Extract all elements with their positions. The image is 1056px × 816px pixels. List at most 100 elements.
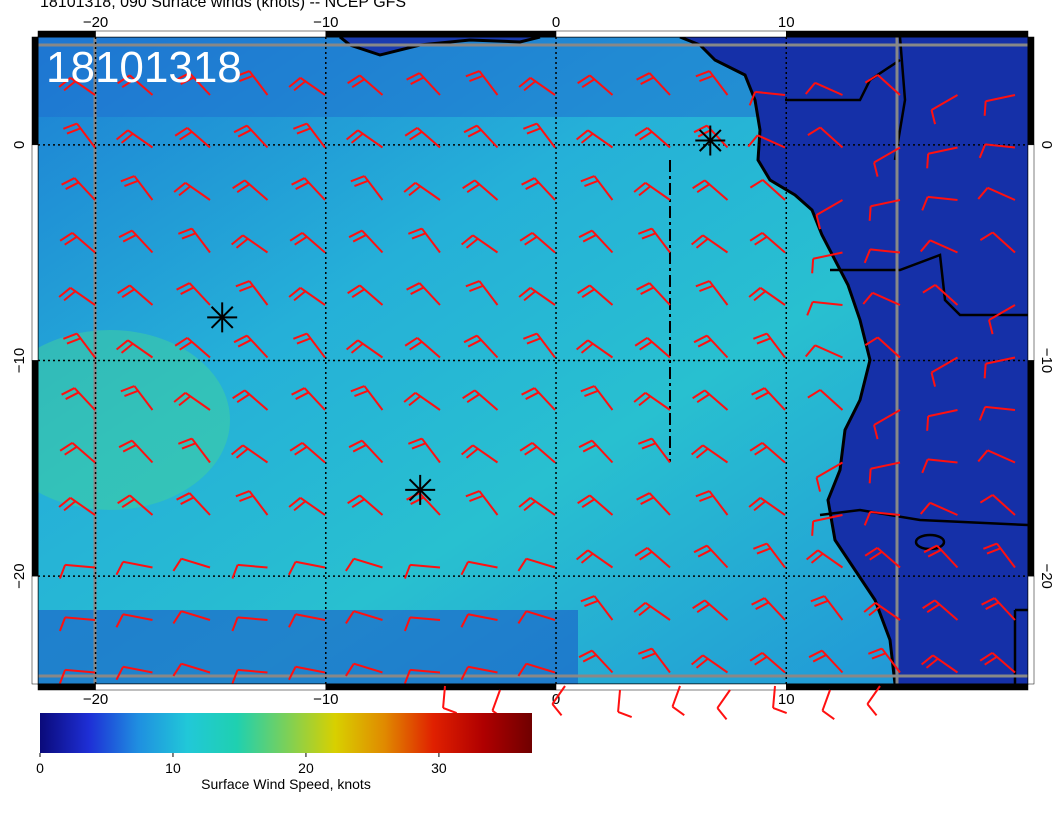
wind-barb xyxy=(983,356,1016,379)
wind-barb xyxy=(821,689,835,721)
wind-barb xyxy=(808,649,844,674)
wind-barb xyxy=(235,280,269,306)
wind-barb xyxy=(115,129,154,149)
wind-barb xyxy=(636,72,671,96)
wind-barb xyxy=(617,689,633,719)
wind-barb xyxy=(977,186,1016,201)
wind-barb xyxy=(174,336,211,359)
wind-barb xyxy=(636,282,671,306)
wind-barb xyxy=(863,248,901,264)
wind-barb xyxy=(517,610,556,624)
wind-barb xyxy=(575,339,614,359)
wind-barb xyxy=(575,549,614,569)
wind-barb xyxy=(233,334,269,359)
wind-barb xyxy=(231,563,268,579)
wind-barb xyxy=(577,284,614,306)
wind-barb xyxy=(115,560,153,576)
wind-barb xyxy=(58,616,96,632)
wind-barb xyxy=(232,179,269,201)
wind-barb xyxy=(522,332,556,359)
wind-barb xyxy=(345,662,383,677)
wind-barb xyxy=(460,613,498,628)
wind-barb xyxy=(772,685,788,715)
wind-barb xyxy=(873,409,901,440)
wind-barb xyxy=(810,595,844,621)
colorbar-tick-label: 0 xyxy=(36,760,44,776)
wind-barb xyxy=(577,74,614,96)
lon-tick-label-bottom: −20 xyxy=(83,691,108,708)
wind-barb xyxy=(811,251,843,274)
wind-barb xyxy=(117,494,154,516)
colorbar-tick-label: 10 xyxy=(165,760,181,776)
wind-barb xyxy=(811,514,843,536)
wind-barb xyxy=(460,560,498,576)
wind-barb xyxy=(407,437,441,464)
wind-barb xyxy=(407,227,441,254)
lat-tick-label-right: −20 xyxy=(1038,563,1055,588)
graticule xyxy=(38,37,1028,684)
wind-barb xyxy=(173,391,211,411)
wind-barb xyxy=(716,689,731,720)
wind-barb xyxy=(350,385,384,411)
wind-barb xyxy=(690,234,729,254)
wind-barb xyxy=(749,651,786,674)
lat-tick-label-right: 0 xyxy=(1038,141,1055,149)
wind-barb xyxy=(115,665,153,681)
wind-barb xyxy=(58,668,96,684)
wind-barb xyxy=(634,126,671,149)
sahara-north-land xyxy=(340,37,540,55)
wind-barb xyxy=(58,76,96,96)
wind-barb xyxy=(926,146,958,169)
frame-ticks xyxy=(31,30,1035,691)
wind-barb xyxy=(233,124,269,149)
wind-barb xyxy=(347,494,384,516)
wind-barb xyxy=(174,126,211,149)
wind-barb xyxy=(866,685,881,716)
lon-tick-label-top: −10 xyxy=(313,14,338,31)
wind-barb xyxy=(58,496,96,516)
wind-barb xyxy=(403,391,441,411)
colorbar-tick-label: 30 xyxy=(431,760,447,776)
wind-barb xyxy=(463,124,499,149)
frame-tick-top xyxy=(786,30,1029,38)
wind-barb xyxy=(633,601,671,621)
wind-barb xyxy=(748,496,786,516)
wind-barb xyxy=(118,439,154,464)
wind-barb xyxy=(292,332,326,359)
wind-barb xyxy=(749,231,786,254)
wind-barb xyxy=(460,234,499,254)
wind-barb xyxy=(465,70,499,96)
wind-barb xyxy=(693,544,729,569)
wind-barb xyxy=(922,284,959,306)
wind-barb xyxy=(522,122,556,149)
wind-barb xyxy=(868,199,901,221)
wind-barb xyxy=(235,70,269,96)
wind-barb xyxy=(117,284,154,306)
wind-barb xyxy=(117,74,154,96)
wind-barb xyxy=(637,227,671,254)
lon-tick-label-top: −20 xyxy=(83,14,108,31)
wind-barb xyxy=(231,616,268,632)
wind-barb xyxy=(804,81,843,96)
wind-barb xyxy=(442,685,458,715)
wind-barb xyxy=(120,385,154,411)
wind-barb xyxy=(519,231,556,254)
wind-barb xyxy=(919,501,958,516)
wind-barb xyxy=(637,647,671,674)
wind-barb xyxy=(749,441,786,464)
lat-tick-label-left: −20 xyxy=(11,563,28,588)
wind-barb xyxy=(920,654,959,674)
wind-barb xyxy=(115,613,153,628)
wind-barb xyxy=(403,668,441,684)
wind-barb xyxy=(551,685,566,716)
wind-barb xyxy=(518,496,556,516)
wind-barb xyxy=(749,179,786,201)
frame-tick-left xyxy=(31,575,39,685)
wind-barb xyxy=(291,177,326,201)
wind-barb xyxy=(406,282,441,306)
wind-barb xyxy=(747,134,786,149)
wind-barb xyxy=(176,282,211,306)
wind-barb xyxy=(580,385,614,411)
